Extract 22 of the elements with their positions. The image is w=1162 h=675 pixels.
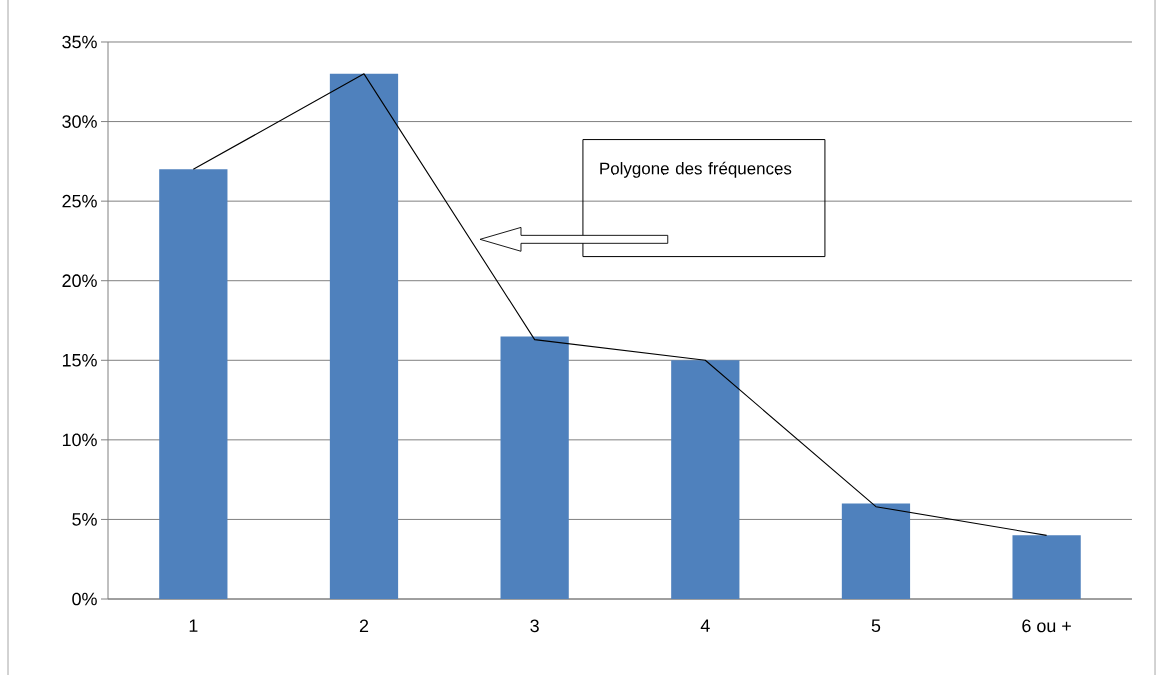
bar	[329, 73, 399, 599]
x-tick-label: 6 ou +	[1022, 619, 1071, 633]
line-series	[192, 73, 1048, 536]
bar	[159, 169, 228, 599]
y-tick-label: 25%	[62, 194, 97, 208]
bar	[500, 336, 569, 599]
y-tick-label: 5%	[72, 513, 97, 526]
bar	[671, 360, 740, 599]
y-tick-label: 0%	[72, 592, 97, 606]
x-tick-label: 5	[871, 619, 881, 633]
annotation: Polygone des fréquences	[600, 161, 792, 178]
y-tick-label: 15%	[62, 353, 97, 367]
bar	[1012, 535, 1081, 599]
x-tick-label: 4	[700, 619, 710, 632]
y-tick-label: 10%	[62, 433, 97, 447]
x-tick-label: 1	[189, 619, 198, 632]
x-tick-label: 3	[530, 619, 539, 633]
y-tick-label: 20%	[62, 274, 97, 288]
y-tick-label: 30%	[62, 115, 97, 128]
bar	[841, 503, 911, 599]
y-tick-label: 35%	[62, 35, 97, 49]
x-tick-label: 2	[359, 619, 369, 633]
